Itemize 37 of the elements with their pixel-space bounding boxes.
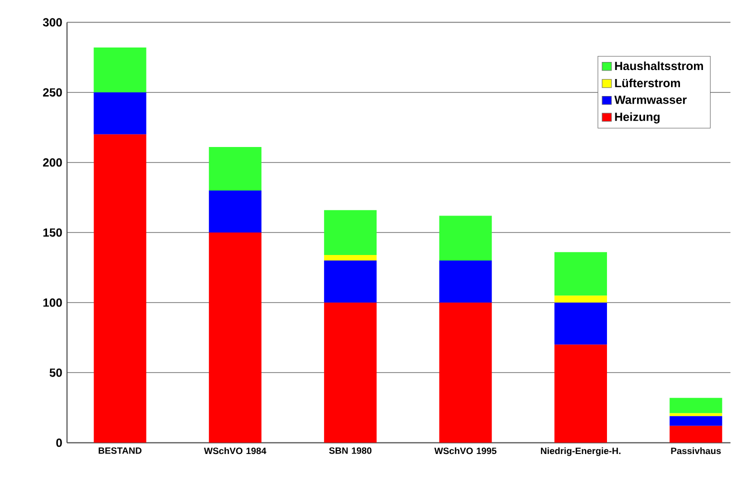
y-tick-label: 200 [43, 158, 62, 167]
y-tick-label: 100 [43, 298, 62, 307]
bar [324, 302, 377, 443]
bar [670, 416, 722, 426]
bar [208, 190, 262, 233]
bar [439, 302, 492, 443]
x-tick-label: SBN 1980 [329, 448, 372, 454]
y-tick-label: 50 [50, 368, 62, 378]
bar [94, 92, 146, 135]
y-tick-label: 150 [43, 228, 62, 237]
bar [324, 210, 377, 256]
y-tick-label: 0 [56, 438, 62, 448]
x-tick-label: BESTAND [98, 448, 142, 454]
legend-label: Lüfterstrom [615, 78, 680, 88]
legend-label: Haushaltsstrom [615, 62, 703, 70]
bar [208, 147, 262, 191]
bar [670, 398, 722, 414]
bar [208, 232, 262, 443]
bar [554, 344, 607, 443]
bar [554, 302, 607, 345]
bar [94, 48, 146, 93]
bar [324, 260, 377, 303]
x-tick-label: WSchVO 1984 [204, 448, 266, 454]
x-tick-label: WSchVO 1995 [434, 448, 496, 454]
bar [439, 260, 492, 303]
bar [670, 426, 722, 443]
y-tick-label: 250 [43, 88, 62, 97]
legend-label: Heizung [615, 112, 660, 124]
bar [94, 134, 146, 443]
bar [554, 296, 607, 303]
x-tick-label: Niedrig-Energie-H. [540, 448, 620, 456]
bar [324, 255, 377, 261]
x-tick-label: Passivhaus [671, 448, 721, 454]
legend-label: Warmwasser [614, 96, 687, 104]
bar [554, 252, 607, 296]
bar [439, 216, 492, 261]
y-tick-label: 300 [42, 18, 62, 27]
